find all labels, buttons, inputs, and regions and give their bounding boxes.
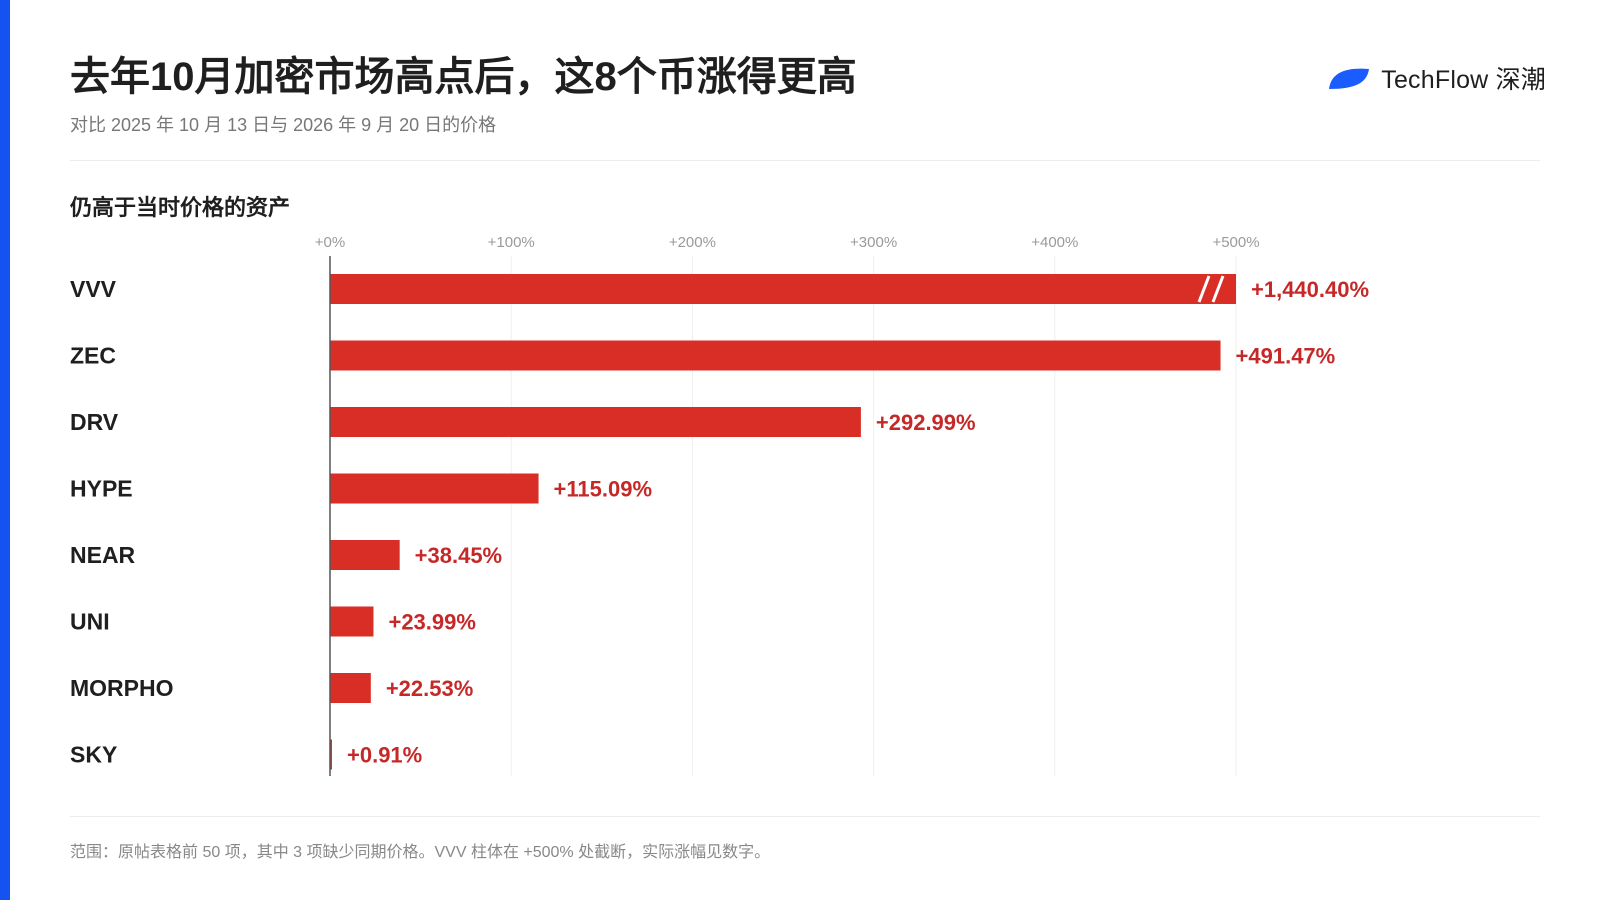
x-tick-label: +200% (669, 234, 716, 251)
footnote: 范围：原帖表格前 50 项，其中 3 项缺少同期价格。VVV 柱体在 +500%… (70, 844, 771, 861)
footer-divider (70, 816, 1540, 817)
bar (330, 274, 1236, 304)
bar-chart: +0% +100% +200% +300% +400% +500% VVV +1,440.40… (70, 234, 1369, 776)
bar (330, 407, 861, 437)
category-label: DRV (70, 409, 119, 435)
page-subtitle: 对比 2025 年 10 月 13 日与 2026 年 9 月 20 日的价格 (70, 115, 497, 135)
value-label: +0.91% (347, 743, 422, 768)
value-label: +115.09% (554, 477, 652, 502)
header-divider (70, 160, 1540, 161)
category-label: NEAR (70, 542, 136, 568)
chart-section-title: 仍高于当时价格的资产 (70, 195, 291, 220)
value-label: +38.45% (415, 543, 502, 568)
category-label: VVV (70, 276, 117, 302)
category-label: MORPHO (70, 675, 174, 701)
accent-bar (0, 0, 10, 900)
category-label: SKY (70, 742, 117, 768)
page-title: 去年10月加密市场高点后，这8个币涨得更高 (70, 55, 857, 99)
bar (330, 473, 539, 504)
value-label: +491.47% (1236, 344, 1336, 369)
x-tick-label: +500% (1212, 234, 1259, 251)
bar (330, 606, 374, 637)
techflow-logo-icon (1329, 68, 1370, 89)
bar (330, 340, 1221, 371)
value-label: +22.53% (386, 676, 473, 701)
bar (330, 540, 400, 570)
bar-break-mark (1211, 275, 1225, 303)
bar (330, 739, 332, 770)
techflow-logo: TechFlow 深潮 (1325, 60, 1546, 96)
category-label: HYPE (70, 476, 133, 502)
x-tick-label: +400% (1031, 234, 1078, 251)
x-tick-label: +0% (315, 234, 345, 251)
bar-break-mark (1197, 275, 1211, 303)
bar (330, 673, 371, 703)
logo-text: TechFlow 深潮 (1381, 66, 1546, 94)
x-tick-label: +300% (850, 234, 897, 251)
category-label: ZEC (70, 343, 116, 369)
value-label: +1,440.40% (1251, 277, 1369, 302)
category-label: UNI (70, 609, 110, 635)
value-label: +23.99% (388, 610, 475, 635)
x-tick-label: +100% (488, 234, 535, 251)
value-label: +292.99% (876, 410, 976, 435)
